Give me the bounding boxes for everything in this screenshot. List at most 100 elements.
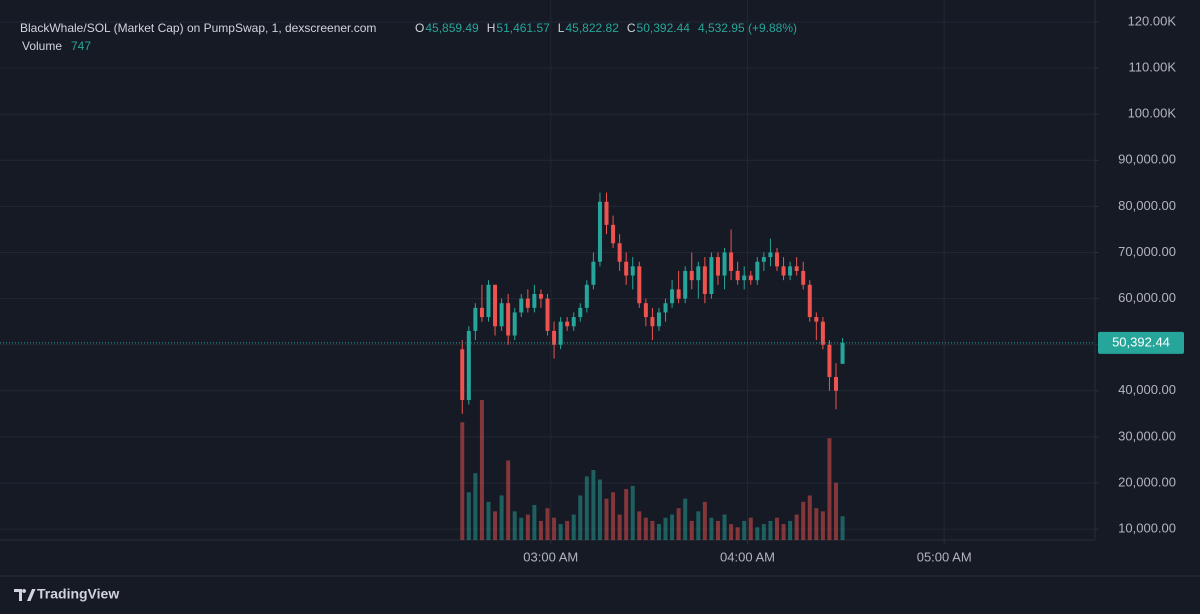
legend-l: 45,822.82	[565, 21, 619, 35]
volume-bar	[479, 400, 484, 540]
candle-body	[499, 303, 504, 327]
y-tick-label: 20,000.00	[1118, 474, 1176, 489]
candle-body	[643, 303, 648, 318]
legend-change: 4,532.95 (+9.88%)	[698, 21, 797, 35]
legend-l-label: L	[558, 21, 565, 35]
volume-bar	[512, 511, 517, 540]
candle-body	[670, 289, 675, 304]
legend-h: 51,461.57	[496, 21, 550, 35]
candle-body	[486, 284, 491, 318]
y-tick-label: 120.00K	[1128, 13, 1177, 28]
candle-body	[761, 257, 766, 262]
candle-body	[834, 376, 839, 391]
volume-bar	[558, 524, 563, 540]
candle-body	[624, 261, 629, 276]
volume-bar	[768, 520, 773, 540]
y-tick-label: 100.00K	[1128, 106, 1177, 121]
volume-bar	[499, 495, 504, 540]
volume-bar	[663, 517, 668, 540]
chart-title: BlackWhale/SOL (Market Cap) on PumpSwap,…	[20, 21, 376, 35]
volume-bar	[670, 514, 675, 540]
candle-body	[519, 298, 524, 313]
volume-bar	[493, 511, 498, 540]
volume-bar	[722, 514, 727, 540]
candle-body	[630, 266, 635, 276]
y-tick-label: 60,000.00	[1118, 290, 1176, 305]
volume-bar	[814, 508, 819, 540]
candle-body	[820, 321, 825, 345]
volume-bar	[689, 520, 694, 540]
candle-body	[748, 275, 753, 281]
volume-bar	[630, 485, 635, 540]
volume-bar	[761, 524, 766, 540]
y-tick-label: 110.00K	[1129, 60, 1177, 75]
volume-bar	[571, 514, 576, 540]
candle-body	[552, 330, 557, 345]
volume-bar	[794, 514, 799, 540]
candle-body	[676, 289, 681, 299]
candle-body	[840, 342, 845, 364]
candle-body	[493, 284, 498, 327]
candle-body	[768, 252, 773, 258]
brand-logo	[14, 589, 36, 601]
volume-bar	[486, 501, 491, 540]
legend-h-label: H	[487, 21, 496, 35]
candle-body	[506, 303, 511, 336]
volume-bar	[735, 527, 740, 540]
legend-o-label: O	[415, 21, 424, 35]
volume-bar	[676, 508, 681, 540]
volume-bar	[656, 524, 661, 540]
grid	[0, 0, 1095, 540]
volume-bar	[650, 520, 655, 540]
volume-bar	[466, 492, 471, 540]
volume-bar	[565, 520, 570, 540]
volume-bar	[729, 524, 734, 540]
candle-body	[709, 257, 714, 294]
last-price-tag	[1098, 331, 1184, 354]
candle-body	[774, 252, 779, 267]
volume-label: Volume	[22, 39, 62, 53]
candle-body	[650, 317, 655, 327]
candle-body	[545, 298, 550, 331]
volume-bar	[840, 516, 845, 540]
candle-body	[663, 303, 668, 313]
y-tick-label: 40,000.00	[1118, 382, 1176, 397]
candle-body	[525, 298, 530, 308]
x-tick-label: 05:00 AM	[917, 549, 972, 564]
candle-body	[735, 270, 740, 281]
volume-bar	[519, 517, 524, 540]
candle-body	[788, 266, 793, 276]
candle-body	[512, 312, 517, 336]
candle-body	[604, 201, 609, 225]
candle-body	[611, 224, 616, 244]
volume-bar	[820, 511, 825, 540]
candle-body	[479, 307, 484, 318]
x-tick-label: 03:00 AM	[523, 549, 578, 564]
candle-body	[466, 330, 471, 401]
volume-bar	[552, 517, 557, 540]
y-tick-label: 80,000.00	[1118, 198, 1176, 213]
volume-bar	[506, 460, 511, 540]
candle-body	[807, 284, 812, 318]
volume-bar	[473, 473, 478, 540]
legend-c: 50,392.44	[637, 21, 691, 35]
volume-bar	[696, 511, 701, 540]
volume-bar	[525, 514, 530, 540]
candle-body	[827, 344, 832, 377]
candle-body	[729, 252, 734, 271]
candle-body	[656, 312, 661, 327]
y-tick-label: 10,000.00	[1118, 521, 1176, 536]
candle-body	[702, 266, 707, 294]
volume-bar	[611, 492, 616, 540]
volume-bar	[538, 520, 543, 540]
candle-body	[597, 201, 602, 262]
candle-body	[565, 321, 570, 327]
y-tick-label: 90,000.00	[1118, 152, 1176, 167]
candle-body	[683, 270, 688, 299]
brand: TradingView	[37, 586, 119, 602]
candles	[0, 192, 1095, 414]
candle-body	[696, 266, 701, 281]
candle-body	[584, 284, 589, 308]
volume-bar	[591, 470, 596, 540]
